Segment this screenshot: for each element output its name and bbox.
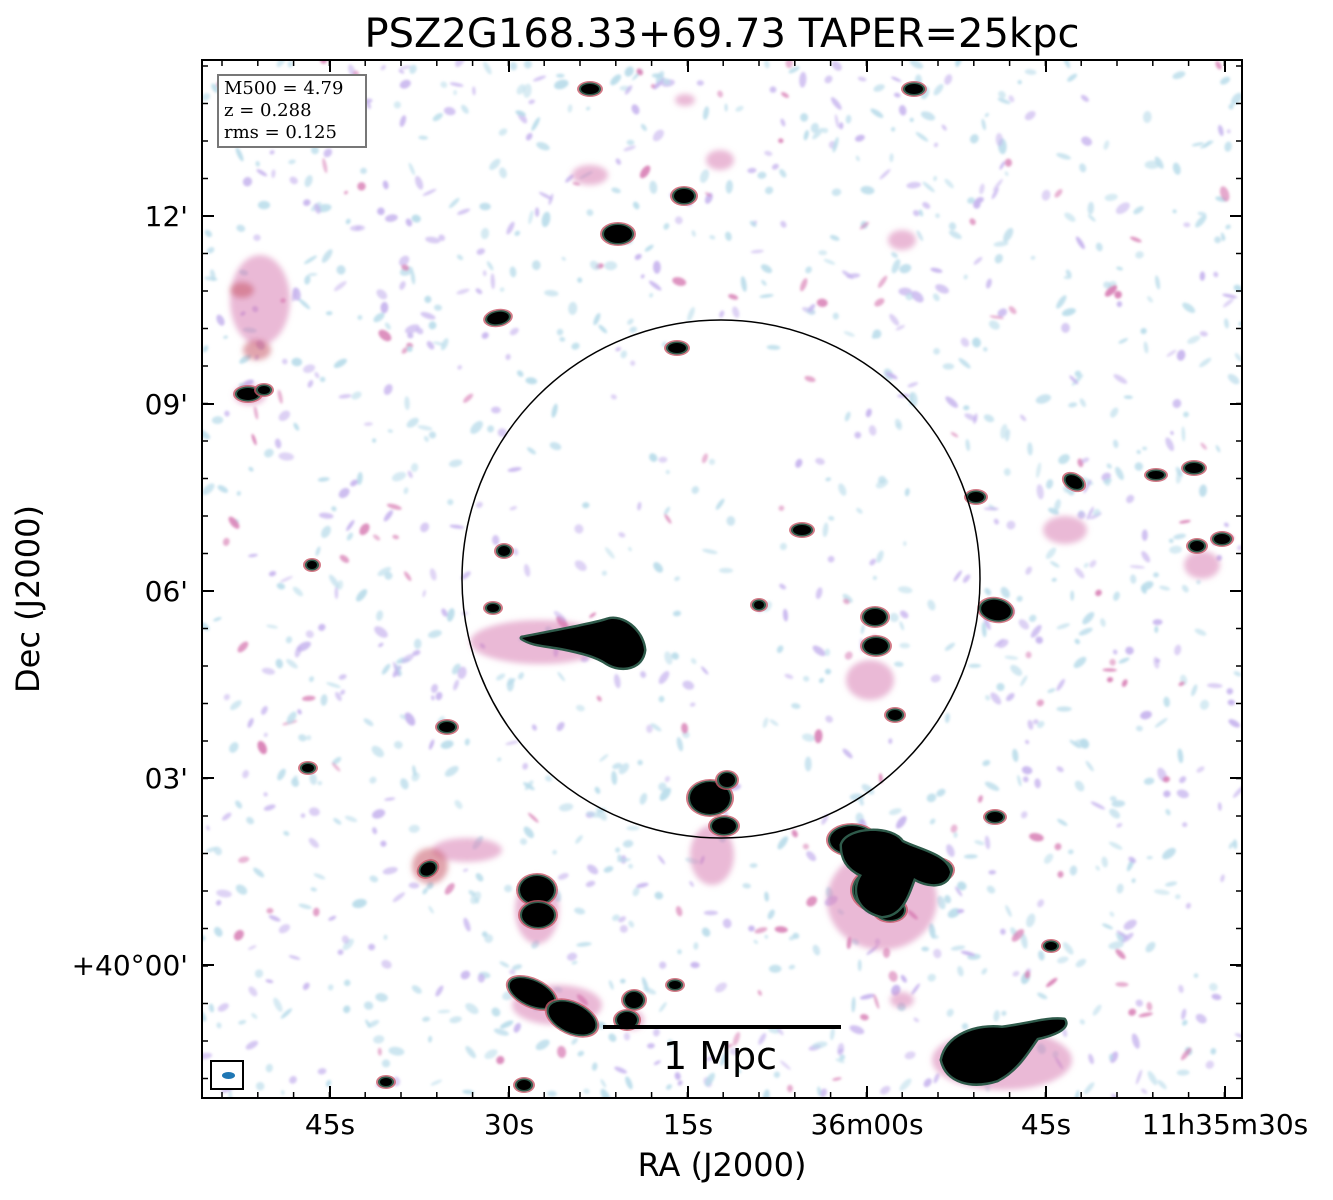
source-core <box>905 84 923 94</box>
radio-image <box>202 60 1242 1098</box>
source-core <box>517 1080 531 1090</box>
source-core <box>581 84 599 94</box>
source-core <box>1214 534 1230 544</box>
source-core <box>487 604 499 612</box>
source-core <box>439 722 455 732</box>
beam-ellipse <box>222 1072 235 1079</box>
source-core <box>888 710 902 720</box>
cluster-info-box: M500 = 4.79 z = 0.288 rms = 0.125 <box>217 74 367 148</box>
xtick-label: 36m00s <box>810 1108 924 1141</box>
source-core <box>864 638 888 654</box>
source-core <box>674 189 694 203</box>
ytick-label: +40°00' <box>71 949 188 982</box>
source-core <box>1185 463 1203 473</box>
rms-text: rms = 0.125 <box>224 122 337 143</box>
source-core <box>1045 942 1057 950</box>
ytick-label: 12' <box>144 200 188 233</box>
m500-text: M500 = 4.79 <box>224 78 344 99</box>
xtick-label: 11h35m30s <box>1141 1108 1309 1141</box>
source-core <box>968 492 984 502</box>
source-core <box>302 764 314 772</box>
source-core <box>987 812 1003 822</box>
ytick-label: 03' <box>144 762 188 795</box>
radio-image-canvas <box>202 60 1242 1098</box>
source-core <box>754 601 764 609</box>
xtick-label: 30s <box>483 1108 535 1141</box>
source-core <box>1148 471 1164 479</box>
source-core <box>498 546 510 556</box>
beam-box <box>210 1060 244 1090</box>
source-core <box>307 561 317 569</box>
source-core <box>719 773 735 787</box>
ytick-label: 06' <box>144 575 188 608</box>
source-core <box>604 225 632 243</box>
source-core <box>617 1012 637 1028</box>
source-core <box>625 992 643 1008</box>
y-axis-label: Dec (J2000) <box>9 505 47 693</box>
redshift-text: z = 0.288 <box>224 100 312 121</box>
source-core <box>380 1078 392 1086</box>
source-core <box>864 609 886 625</box>
source-core <box>520 876 554 904</box>
source-core <box>669 981 681 989</box>
plot-title: PSZ2G168.33+69.73 TAPER=25kpc <box>364 11 1080 57</box>
source-core <box>1190 541 1204 551</box>
ytick-label: 09' <box>144 388 188 421</box>
source-core <box>668 343 686 353</box>
source-core <box>522 903 554 927</box>
source-core <box>258 386 270 394</box>
scale-bar-label: 1 Mpc <box>662 1034 778 1078</box>
xtick-label: 45s <box>304 1108 356 1141</box>
x-axis-label: RA (J2000) <box>637 1146 807 1184</box>
source-core <box>793 525 811 535</box>
xtick-label: 45s <box>1020 1108 1072 1141</box>
xtick-label: 15s <box>662 1108 714 1141</box>
source-core <box>712 818 736 834</box>
